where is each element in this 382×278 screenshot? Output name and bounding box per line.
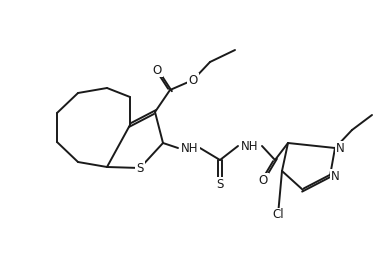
- Text: O: O: [258, 173, 268, 187]
- Text: O: O: [188, 73, 197, 86]
- Text: NH: NH: [241, 140, 259, 153]
- Text: S: S: [216, 177, 224, 190]
- Text: NH: NH: [181, 142, 199, 155]
- Text: O: O: [152, 63, 162, 76]
- Text: Cl: Cl: [272, 208, 284, 222]
- Text: N: N: [331, 170, 339, 182]
- Text: N: N: [336, 142, 345, 155]
- Text: S: S: [136, 162, 144, 175]
